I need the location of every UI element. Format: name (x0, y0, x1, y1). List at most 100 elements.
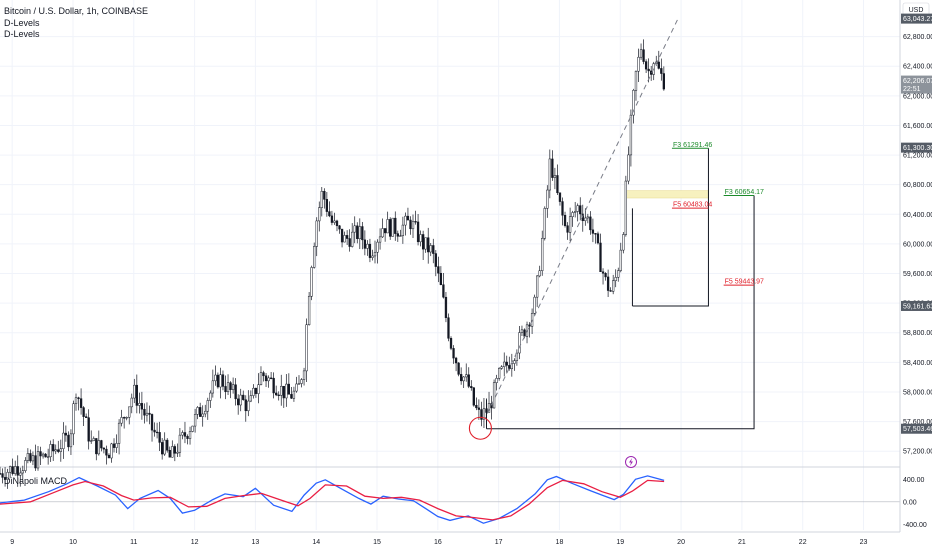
candle-body (604, 273, 607, 278)
candle-body (495, 377, 498, 383)
candle (168, 446, 171, 458)
candle-body (571, 212, 574, 218)
candle (442, 272, 445, 299)
candle (416, 213, 420, 246)
candle-body (617, 270, 620, 278)
candle-body (601, 271, 605, 274)
time-axis[interactable]: 9 10 11 12 13 14 15 16 17 18 19 20 21 22 23 (0, 531, 900, 546)
candle-body (513, 360, 516, 364)
candle-body (533, 296, 536, 314)
price-tick: 62,000.00 (903, 93, 932, 100)
trend-line[interactable] (482, 18, 679, 422)
candle (188, 426, 192, 445)
candle-body (462, 376, 465, 382)
candle (302, 367, 306, 386)
candle (229, 381, 232, 399)
candle (515, 349, 519, 366)
candle (419, 230, 422, 247)
candle (163, 432, 166, 456)
candle-body (373, 251, 377, 257)
candle-body (498, 368, 501, 379)
candle-body (155, 431, 159, 434)
candle-body (320, 190, 323, 208)
candle (6, 468, 9, 489)
candle-body (130, 397, 133, 408)
candle (138, 392, 141, 414)
candle-body (247, 400, 250, 412)
candle-body (368, 243, 372, 258)
candle (267, 375, 270, 388)
candle (292, 386, 296, 402)
candle-body (333, 220, 336, 223)
candle-body (87, 417, 90, 442)
candle (533, 294, 536, 316)
fib-label-1: F3 61291.46 (673, 142, 712, 149)
indicator-label-2[interactable]: D-Levels (4, 29, 40, 39)
candle-body (338, 225, 341, 230)
indicator-label-1[interactable]: D-Levels (4, 18, 40, 28)
candle-body (551, 158, 554, 178)
candle-body (528, 324, 531, 327)
candle-body (328, 211, 331, 217)
candle-body (209, 392, 212, 401)
candle-body (361, 226, 364, 241)
candle (140, 391, 144, 420)
price-axis[interactable]: USD 62,800.00 62,400.00 62,000.00 61,600.00 6… (899, 0, 932, 532)
candle-body (128, 406, 131, 418)
candle-body (254, 387, 258, 394)
candle (305, 318, 308, 383)
candle (74, 393, 78, 411)
candle (310, 265, 313, 301)
candle (650, 65, 653, 81)
candle-body (143, 408, 146, 416)
candle-body (475, 405, 478, 409)
price-tick: 59,600.00 (903, 271, 932, 278)
candle-body (546, 189, 549, 209)
candle (196, 406, 199, 420)
candle-body (193, 414, 197, 427)
candle (107, 453, 111, 459)
candle (21, 465, 24, 480)
candle (475, 397, 478, 411)
candle (323, 188, 326, 209)
time-tick: 16 (434, 539, 442, 546)
candle-body (376, 241, 379, 253)
macd-tick: 0.00 (903, 499, 917, 506)
candle-body (145, 412, 149, 416)
candle (77, 396, 80, 411)
candle-body (467, 374, 470, 387)
candle (348, 229, 351, 252)
candle (378, 228, 382, 250)
candle-body (277, 394, 280, 396)
candle (36, 445, 40, 471)
candle (254, 387, 258, 398)
symbol-title[interactable]: Bitcoin / U.S. Dollar, 1h, COINBASE (4, 6, 149, 16)
candle (252, 384, 255, 399)
candle-body (176, 451, 179, 454)
candle (128, 406, 131, 425)
candle-body (153, 429, 156, 433)
candle (568, 207, 572, 242)
candle-body (416, 221, 420, 243)
candle-body (59, 448, 62, 452)
time-tick: 15 (373, 539, 381, 546)
candle (586, 213, 589, 224)
candle-body (34, 455, 37, 469)
candle-body (437, 266, 440, 274)
candle (505, 355, 508, 374)
candle (216, 372, 220, 389)
candle (662, 66, 666, 91)
candle-body (92, 438, 95, 441)
candle (642, 39, 645, 65)
price-tag (901, 13, 932, 24)
candle-body (505, 361, 508, 366)
candle-body (290, 394, 293, 399)
price-tick: 58,000.00 (903, 389, 932, 396)
candle-body (452, 348, 455, 359)
candle (211, 369, 214, 398)
macd-line (0, 475, 665, 524)
candle-body (465, 374, 468, 378)
macd-label[interactable]: DiNapoli MACD (4, 476, 68, 486)
candle-body (642, 49, 645, 62)
